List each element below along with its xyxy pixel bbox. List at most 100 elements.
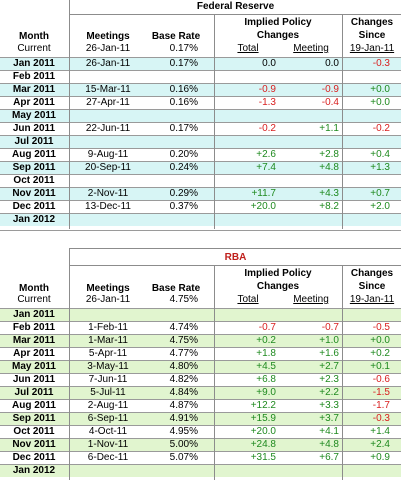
rba-title-rule: [70, 265, 401, 266]
implied-meeting-cell: +1.1: [319, 123, 339, 134]
change-since-cell: +0.0: [370, 335, 390, 346]
fed-divider-3: [342, 15, 343, 229]
table-row: Dec 2011 13-Dec-11 0.37% +20.0 +8.2 +2.0: [0, 200, 401, 213]
meeting-date-cell: 5-Jul-11: [90, 387, 126, 398]
table-row: Jun 2011 22-Jun-11 0.17% -0.2 +1.1 -0.2: [0, 122, 401, 135]
month-cell: Feb 2011: [12, 71, 56, 82]
rba-title-rule-top: [70, 248, 401, 249]
change-since-cell: +0.0: [370, 84, 390, 95]
month-cell: Jul 2011: [14, 387, 54, 398]
month-cell: Dec 2011: [12, 452, 56, 463]
table-row: Dec 2011 6-Dec-11 5.07% +31.5 +6.7 +0.9: [0, 451, 401, 464]
change-since-cell: [342, 214, 390, 226]
implied-meeting-cell: 0.0: [325, 58, 339, 69]
change-since-cell: +0.0: [370, 97, 390, 108]
fed-divider-1: [69, 0, 70, 229]
month-cell: Nov 2011: [12, 188, 56, 199]
fed-changes-header-1: Changes: [350, 17, 394, 28]
change-since-cell: [342, 175, 390, 187]
month-cell: Feb 2011: [12, 322, 56, 333]
month-cell: Oct 2011: [13, 426, 55, 437]
base-rate-cell: 0.20%: [169, 149, 198, 160]
fed-title: Federal Reserve: [196, 1, 275, 12]
implied-meeting-cell: +3.7: [319, 413, 339, 424]
fed-divider-2: [214, 15, 215, 229]
table-row: Aug 2011 2-Aug-11 4.87% +12.2 +3.3 -1.7: [0, 399, 401, 412]
implied-meeting-cell: +2.3: [319, 374, 339, 385]
table-row: May 2011 3-May-11 4.80% +4.5 +2.7 +0.1: [0, 360, 401, 373]
month-cell: Jan 2011: [13, 58, 55, 69]
table-row: Jan 2012: [0, 464, 401, 477]
fed-changes-header-2: Since: [358, 30, 386, 41]
implied-total-cell: +7.4: [256, 162, 276, 173]
table-row: Feb 2011 1-Feb-11 4.74% -0.7 -0.7 -0.5: [0, 321, 401, 334]
base-rate-cell: 0.29%: [169, 188, 198, 199]
meeting-date-cell: 20-Sep-11: [85, 162, 131, 173]
implied-meeting-cell: +4.8: [319, 162, 339, 173]
implied-meeting-cell: +4.1: [319, 426, 339, 437]
table-row: Apr 2011 27-Apr-11 0.16% -1.3 -0.4 +0.0: [0, 96, 401, 109]
rba-since-date: 19-Jan-11: [349, 294, 395, 305]
month-cell: Mar 2011: [12, 335, 56, 346]
implied-total-cell: -0.9: [258, 84, 276, 95]
rba-divider-3: [342, 266, 343, 480]
meeting-date-cell: [70, 175, 146, 187]
rba-current-rate: 4.75%: [169, 294, 198, 305]
rba-divider-1: [69, 248, 70, 480]
table-row: Mar 2011 15-Mar-11 0.16% -0.9 -0.9 +0.0: [0, 83, 401, 96]
change-since-cell: -1.7: [372, 400, 390, 411]
meeting-date-cell: 13-Dec-11: [85, 201, 131, 212]
implied-meeting-cell: +3.3: [319, 400, 339, 411]
implied-total-cell: +15.9: [250, 413, 276, 424]
rba-table: RBA Month Meetings Base Rate Implied Pol…: [0, 238, 401, 484]
fed-month-header: Month: [19, 31, 49, 42]
change-since-cell: -1.5: [372, 387, 390, 398]
rba-rows: Jan 2011 Feb 2011 1-Feb-11 4.74% -0.7 -0.7 -0.…: [0, 308, 401, 480]
base-rate-cell: 0.37%: [169, 201, 198, 212]
change-since-cell: -0.3: [372, 58, 390, 69]
change-since-cell: -0.2: [372, 123, 390, 134]
table-row: Aug 2011 9-Aug-11 0.20% +2.6 +2.8 +0.4: [0, 148, 401, 161]
implied-meeting-cell: [281, 309, 339, 321]
change-since-cell: -0.3: [372, 413, 390, 424]
month-cell: Oct 2011: [13, 175, 55, 186]
implied-meeting-cell: +2.7: [319, 361, 339, 372]
implied-total-cell: +11.7: [251, 188, 276, 199]
base-rate-cell: 4.77%: [169, 348, 198, 359]
implied-meeting-cell: [281, 71, 339, 83]
month-cell: Mar 2011: [12, 84, 56, 95]
table-row: Jul 2011: [0, 135, 401, 148]
fed-rows: Jan 2011 26-Jan-11 0.17% 0.0 0.0 -0.3 Feb 2011…: [0, 57, 401, 229]
base-rate-cell: [148, 71, 198, 83]
meeting-date-cell: [70, 136, 146, 148]
base-rate-cell: 4.74%: [169, 322, 198, 333]
meeting-date-cell: 1-Mar-11: [88, 335, 128, 346]
implied-meeting-cell: +1.0: [319, 335, 339, 346]
implied-meeting-cell: [281, 136, 339, 148]
month-cell: Dec 2011: [12, 201, 56, 212]
fed-current-date: 26-Jan-11: [85, 43, 131, 54]
base-rate-cell: 5.00%: [169, 439, 198, 450]
base-rate-cell: 4.84%: [169, 387, 198, 398]
implied-meeting-cell: [281, 110, 339, 122]
table-row: Jun 2011 7-Jun-11 4.82% +6.8 +2.3 -0.6: [0, 373, 401, 386]
implied-total-cell: [220, 175, 276, 187]
implied-total-cell: -0.2: [258, 123, 276, 134]
rba-month-header: Month: [19, 283, 49, 294]
implied-total-cell: +9.0: [256, 387, 276, 398]
implied-total-cell: [220, 71, 276, 83]
change-since-cell: +2.4: [370, 439, 390, 450]
month-cell: Sep 2011: [12, 162, 56, 173]
change-since-cell: +1.4: [370, 426, 390, 437]
meeting-date-cell: 5-Apr-11: [88, 348, 128, 359]
base-rate-cell: 4.95%: [169, 426, 198, 437]
implied-total-cell: 0.0: [262, 58, 276, 69]
table-row: Apr 2011 5-Apr-11 4.77% +1.8 +1.6 +0.2: [0, 347, 401, 360]
fed-table: Federal Reserve Month Meetings Base Rate…: [0, 0, 401, 238]
meeting-date-cell: 22-Jun-11: [85, 123, 131, 134]
change-since-cell: +0.7: [370, 188, 390, 199]
month-cell: Nov 2011: [12, 439, 56, 450]
table-row: Feb 2011: [0, 70, 401, 83]
implied-meeting-cell: +2.8: [319, 149, 339, 160]
month-cell: Jun 2011: [12, 123, 56, 134]
